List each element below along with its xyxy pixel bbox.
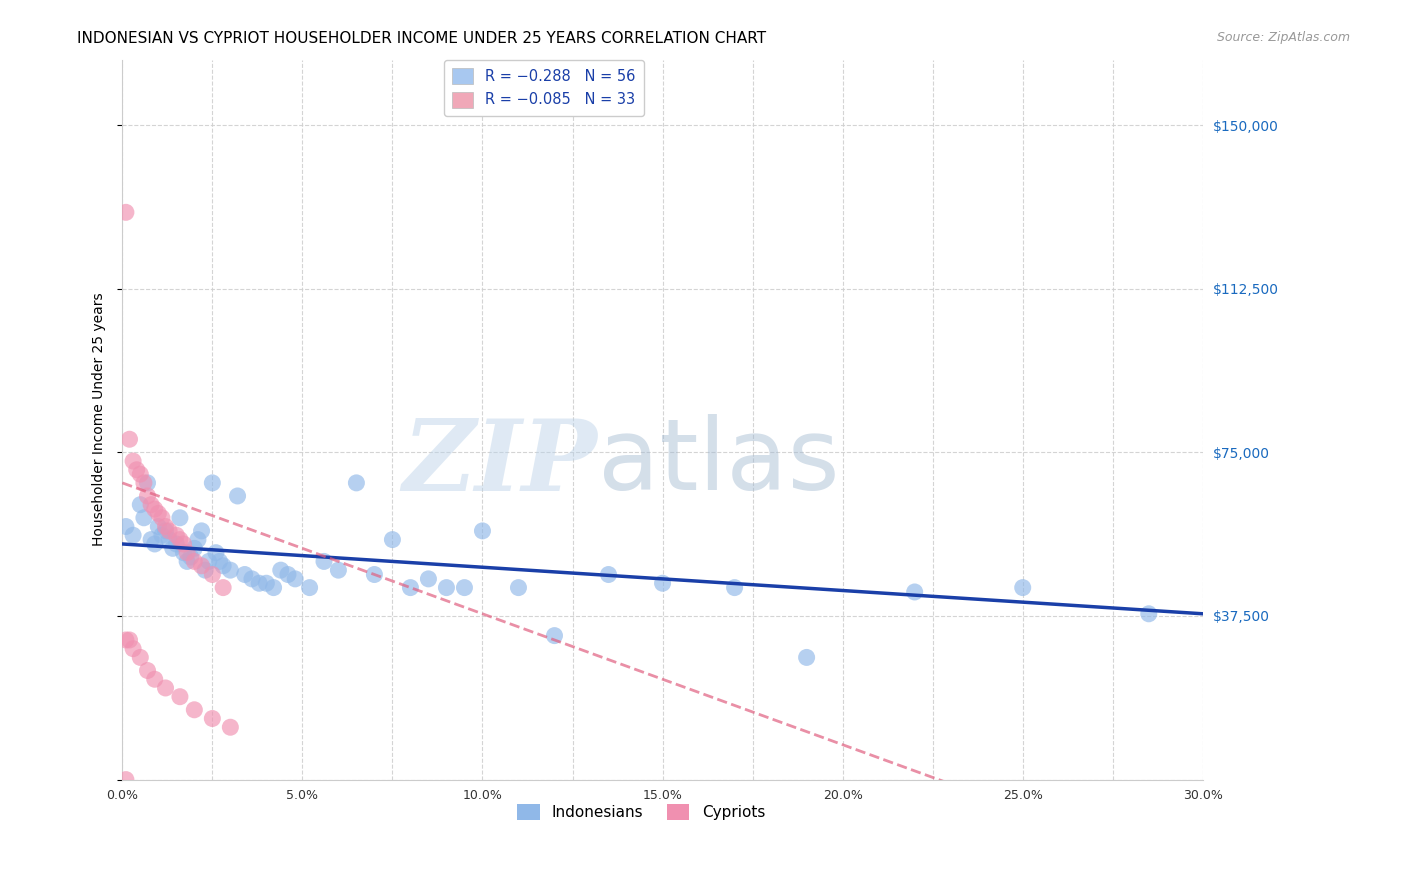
Point	[176, 546, 198, 560]
Point	[399, 581, 422, 595]
Point	[363, 567, 385, 582]
Point	[277, 567, 299, 582]
Point	[176, 554, 198, 568]
Point	[270, 563, 292, 577]
Point	[169, 533, 191, 547]
Point	[129, 498, 152, 512]
Text: INDONESIAN VS CYPRIOT HOUSEHOLDER INCOME UNDER 25 YEARS CORRELATION CHART: INDONESIAN VS CYPRIOT HOUSEHOLDER INCOME…	[77, 31, 766, 46]
Point	[122, 528, 145, 542]
Point	[169, 690, 191, 704]
Point	[723, 581, 745, 595]
Point	[284, 572, 307, 586]
Point	[183, 703, 205, 717]
Point	[598, 567, 620, 582]
Point	[471, 524, 494, 538]
Point	[208, 554, 231, 568]
Point	[212, 581, 235, 595]
Point	[118, 632, 141, 647]
Point	[162, 541, 184, 556]
Text: Source: ZipAtlas.com: Source: ZipAtlas.com	[1216, 31, 1350, 45]
Point	[240, 572, 263, 586]
Point	[143, 672, 166, 686]
Point	[263, 581, 285, 595]
Point	[129, 467, 152, 482]
Point	[1137, 607, 1160, 621]
Point	[1011, 581, 1033, 595]
Point	[254, 576, 277, 591]
Point	[197, 554, 219, 568]
Point	[143, 537, 166, 551]
Text: ZIP: ZIP	[402, 415, 598, 511]
Point	[312, 554, 335, 568]
Point	[194, 563, 217, 577]
Point	[180, 550, 202, 565]
Point	[183, 541, 205, 556]
Point	[190, 558, 212, 573]
Point	[219, 563, 242, 577]
Point	[796, 650, 818, 665]
Point	[115, 772, 138, 787]
Point	[418, 572, 440, 586]
Point	[344, 475, 367, 490]
Point	[157, 524, 180, 538]
Point	[139, 498, 162, 512]
Point	[148, 507, 170, 521]
Point	[226, 489, 249, 503]
Point	[436, 581, 458, 595]
Point	[122, 454, 145, 468]
Point	[148, 519, 170, 533]
Y-axis label: Householder Income Under 25 years: Householder Income Under 25 years	[93, 293, 107, 547]
Point	[118, 432, 141, 446]
Point	[904, 585, 927, 599]
Point	[298, 581, 321, 595]
Point	[150, 528, 173, 542]
Point	[115, 632, 138, 647]
Legend: Indonesians, Cypriots: Indonesians, Cypriots	[510, 797, 770, 826]
Point	[132, 510, 155, 524]
Point	[125, 463, 148, 477]
Point	[136, 664, 159, 678]
Point	[508, 581, 530, 595]
Point	[201, 567, 224, 582]
Point	[233, 567, 256, 582]
Point	[219, 720, 242, 734]
Point	[115, 205, 138, 219]
Point	[190, 524, 212, 538]
Point	[651, 576, 673, 591]
Point	[187, 533, 209, 547]
Point	[247, 576, 270, 591]
Point	[205, 546, 228, 560]
Point	[201, 712, 224, 726]
Point	[136, 489, 159, 503]
Point	[328, 563, 350, 577]
Point	[143, 502, 166, 516]
Point	[173, 546, 195, 560]
Point	[543, 629, 565, 643]
Point	[139, 533, 162, 547]
Point	[155, 524, 177, 538]
Point	[453, 581, 475, 595]
Point	[150, 510, 173, 524]
Point	[201, 475, 224, 490]
Point	[165, 537, 187, 551]
Point	[165, 528, 187, 542]
Point	[155, 681, 177, 695]
Text: atlas: atlas	[598, 414, 839, 511]
Point	[169, 510, 191, 524]
Point	[173, 537, 195, 551]
Point	[157, 533, 180, 547]
Point	[155, 519, 177, 533]
Point	[212, 558, 235, 573]
Point	[132, 475, 155, 490]
Point	[115, 519, 138, 533]
Point	[183, 554, 205, 568]
Point	[136, 475, 159, 490]
Point	[129, 650, 152, 665]
Point	[381, 533, 404, 547]
Point	[122, 641, 145, 656]
